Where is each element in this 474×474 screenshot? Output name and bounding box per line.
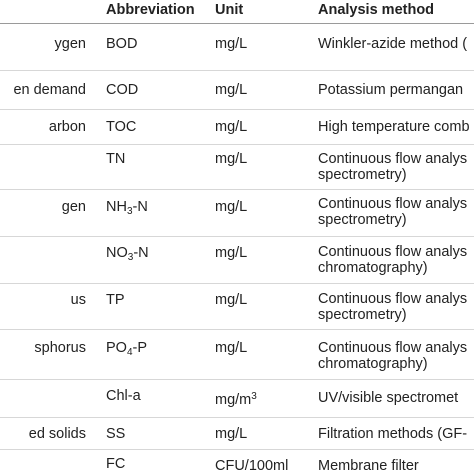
row-divider — [0, 379, 474, 380]
row-method: Filtration methods (GF- — [318, 426, 468, 442]
row-parameter: gen — [61, 199, 86, 215]
row-method: Continuous flow analys — [318, 291, 468, 307]
row-abbreviation: PO4-P — [106, 340, 148, 358]
row-divider — [0, 70, 474, 71]
row-parameter: arbon — [48, 119, 86, 135]
row-abbreviation: SS — [106, 426, 126, 442]
row-divider — [0, 417, 474, 418]
row-abbreviation: BOD — [106, 36, 138, 52]
row-unit: mg/L — [215, 426, 248, 442]
row-parameter: us — [70, 292, 86, 308]
row-abbreviation: FC — [106, 456, 126, 472]
row-method-continued: chromatography) — [318, 260, 428, 276]
row-abbreviation: COD — [106, 82, 139, 98]
row-abbreviation: TN — [106, 151, 126, 167]
row-method: Continuous flow analys — [318, 151, 468, 167]
row-unit: mg/L — [215, 151, 248, 167]
row-method: Potassium permangan — [318, 82, 464, 98]
row-method-continued: spectrometry) — [318, 307, 407, 323]
header-abbreviation: Abbreviation — [106, 2, 195, 18]
row-unit: mg/L — [215, 82, 248, 98]
row-abbreviation: TP — [106, 292, 125, 308]
row-method: Membrane filter — [318, 458, 419, 474]
row-unit: mg/m3 — [215, 391, 257, 409]
row-method: UV/visible spectromet — [318, 390, 459, 406]
row-divider — [0, 449, 474, 450]
row-divider — [0, 236, 474, 237]
row-method-continued: spectrometry) — [318, 167, 407, 183]
row-method: Continuous flow analys — [318, 244, 468, 260]
row-abbreviation: TOC — [106, 119, 137, 135]
row-unit: CFU/100ml — [215, 458, 289, 474]
row-parameter: en demand — [13, 82, 86, 98]
row-divider — [0, 329, 474, 330]
row-divider — [0, 283, 474, 284]
header-analysis-method: Analysis method — [318, 2, 435, 18]
row-method: High temperature comb — [318, 119, 470, 135]
row-abbreviation: NH3-N — [106, 199, 148, 217]
row-divider — [0, 144, 474, 145]
row-method-continued: chromatography) — [318, 356, 428, 372]
row-unit: mg/L — [215, 36, 248, 52]
row-unit: mg/L — [215, 119, 248, 135]
row-unit: mg/L — [215, 292, 248, 308]
row-unit: mg/L — [215, 199, 248, 215]
row-divider — [0, 109, 474, 110]
row-unit: mg/L — [215, 340, 248, 356]
row-method: Continuous flow analys — [318, 196, 468, 212]
row-unit: mg/L — [215, 245, 248, 261]
row-divider — [0, 189, 474, 190]
row-parameter: ed solids — [28, 426, 86, 442]
row-abbreviation: Chl-a — [106, 388, 141, 404]
row-abbreviation: NO3-N — [106, 245, 149, 263]
header-divider — [0, 23, 474, 24]
row-parameter: sphorus — [34, 340, 86, 356]
row-method: Continuous flow analys — [318, 340, 468, 356]
row-method-continued: spectrometry) — [318, 212, 407, 228]
row-parameter — [83, 245, 86, 261]
row-parameter: ygen — [54, 36, 86, 52]
row-method: Winkler-azide method ( — [318, 36, 468, 52]
header-unit: Unit — [215, 2, 244, 18]
